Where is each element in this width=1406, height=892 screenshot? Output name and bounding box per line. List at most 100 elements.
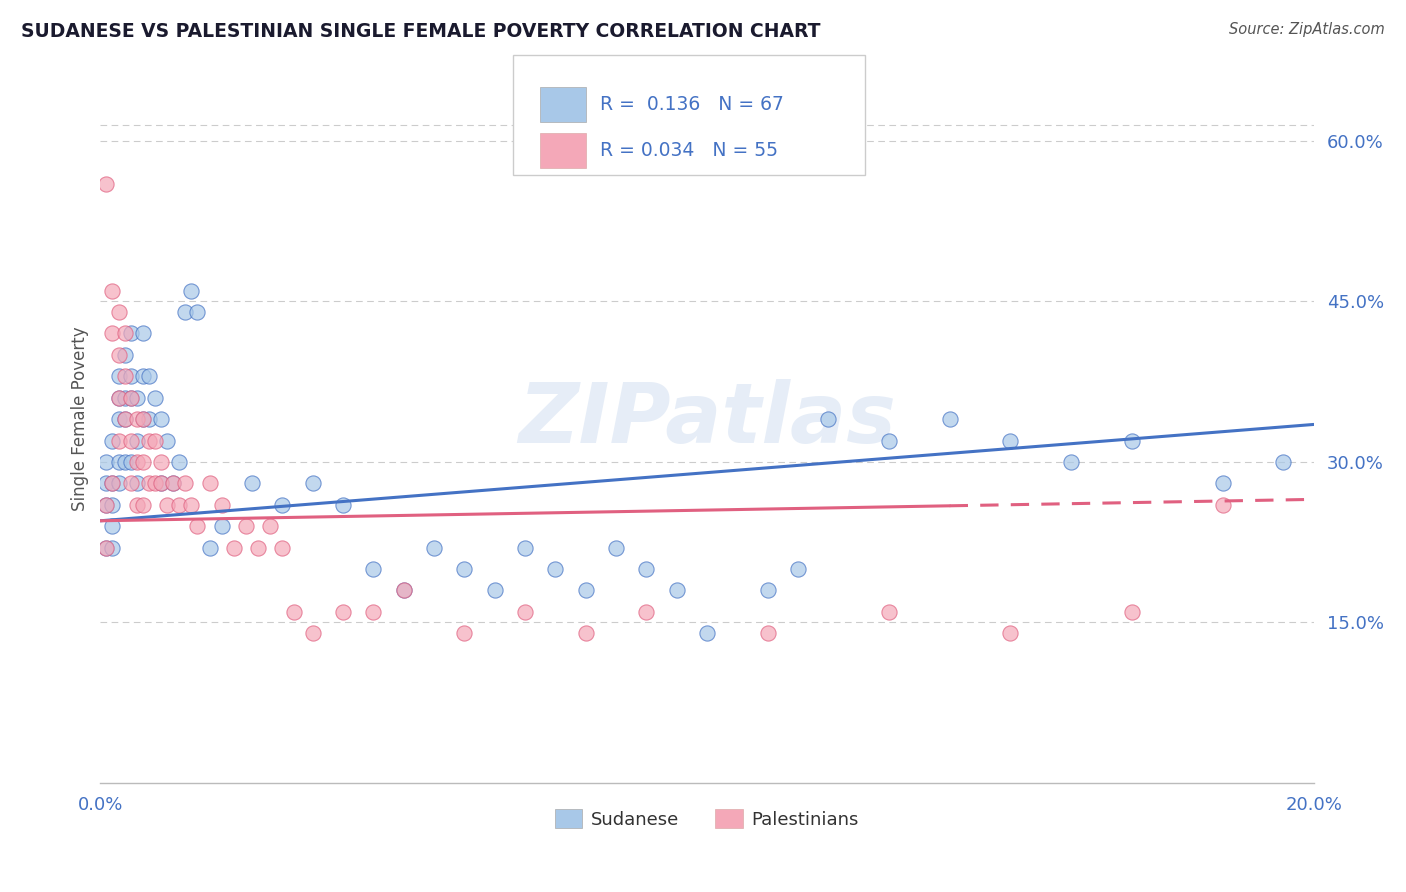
Point	[1212, 498, 1234, 512]
Point	[125, 391, 148, 405]
Text: Source: ZipAtlas.com: Source: ZipAtlas.com	[1229, 22, 1385, 37]
Y-axis label: Single Female Poverty: Single Female Poverty	[72, 326, 89, 511]
Point	[132, 455, 155, 469]
Point	[125, 498, 148, 512]
Point	[423, 541, 446, 555]
Point	[484, 583, 506, 598]
Legend: Sudanese, Palestinians: Sudanese, Palestinians	[548, 802, 866, 836]
Point	[107, 391, 129, 405]
Point	[138, 369, 160, 384]
Point	[1272, 455, 1295, 469]
Point	[96, 476, 118, 491]
Point	[107, 476, 129, 491]
Point	[132, 412, 155, 426]
Point	[575, 583, 598, 598]
Point	[107, 369, 129, 384]
Point	[665, 583, 688, 598]
Point	[1212, 476, 1234, 491]
Point	[101, 476, 124, 491]
FancyBboxPatch shape	[540, 133, 586, 169]
Point	[180, 498, 202, 512]
Point	[96, 541, 118, 555]
Point	[301, 476, 323, 491]
Point	[756, 583, 779, 598]
Point	[392, 583, 415, 598]
Point	[544, 562, 567, 576]
Point	[138, 412, 160, 426]
Point	[259, 519, 281, 533]
Point	[787, 562, 810, 576]
Point	[186, 305, 208, 319]
Point	[107, 348, 129, 362]
Point	[453, 562, 475, 576]
Point	[235, 519, 257, 533]
Point	[756, 626, 779, 640]
Point	[114, 455, 136, 469]
Point	[162, 476, 184, 491]
Point	[363, 605, 385, 619]
Point	[332, 605, 354, 619]
Point	[114, 326, 136, 341]
Point	[156, 434, 179, 448]
Point	[271, 541, 294, 555]
Point	[96, 498, 118, 512]
Point	[107, 412, 129, 426]
Point	[114, 369, 136, 384]
Point	[143, 476, 166, 491]
Point	[96, 455, 118, 469]
Point	[96, 177, 118, 191]
Point	[150, 412, 173, 426]
Point	[132, 369, 155, 384]
Point	[132, 326, 155, 341]
Point	[150, 476, 173, 491]
Point	[174, 476, 197, 491]
Point	[101, 434, 124, 448]
Point	[138, 434, 160, 448]
Point	[186, 519, 208, 533]
Point	[114, 348, 136, 362]
Point	[101, 326, 124, 341]
FancyBboxPatch shape	[513, 55, 865, 175]
Point	[575, 626, 598, 640]
Point	[198, 541, 221, 555]
FancyBboxPatch shape	[540, 87, 586, 122]
Point	[107, 455, 129, 469]
Point	[1000, 434, 1022, 448]
Point	[180, 284, 202, 298]
Text: R = 0.034   N = 55: R = 0.034 N = 55	[600, 141, 779, 161]
Point	[174, 305, 197, 319]
Point	[392, 583, 415, 598]
Point	[120, 391, 142, 405]
Point	[125, 434, 148, 448]
Point	[143, 434, 166, 448]
Text: R =  0.136   N = 67: R = 0.136 N = 67	[600, 95, 785, 114]
Point	[107, 391, 129, 405]
Point	[132, 412, 155, 426]
Point	[877, 434, 900, 448]
Point	[101, 498, 124, 512]
Point	[114, 391, 136, 405]
Point	[138, 476, 160, 491]
Point	[162, 476, 184, 491]
Point	[167, 498, 190, 512]
Point	[817, 412, 839, 426]
Point	[101, 519, 124, 533]
Point	[120, 326, 142, 341]
Point	[198, 476, 221, 491]
Point	[247, 541, 270, 555]
Point	[120, 369, 142, 384]
Point	[101, 541, 124, 555]
Point	[453, 626, 475, 640]
Point	[101, 476, 124, 491]
Point	[156, 498, 179, 512]
Point	[96, 541, 118, 555]
Point	[877, 605, 900, 619]
Text: ZIPatlas: ZIPatlas	[517, 378, 896, 459]
Point	[167, 455, 190, 469]
Point	[211, 498, 233, 512]
Point	[125, 455, 148, 469]
Point	[240, 476, 263, 491]
Point	[125, 476, 148, 491]
Point	[132, 498, 155, 512]
Point	[1060, 455, 1083, 469]
